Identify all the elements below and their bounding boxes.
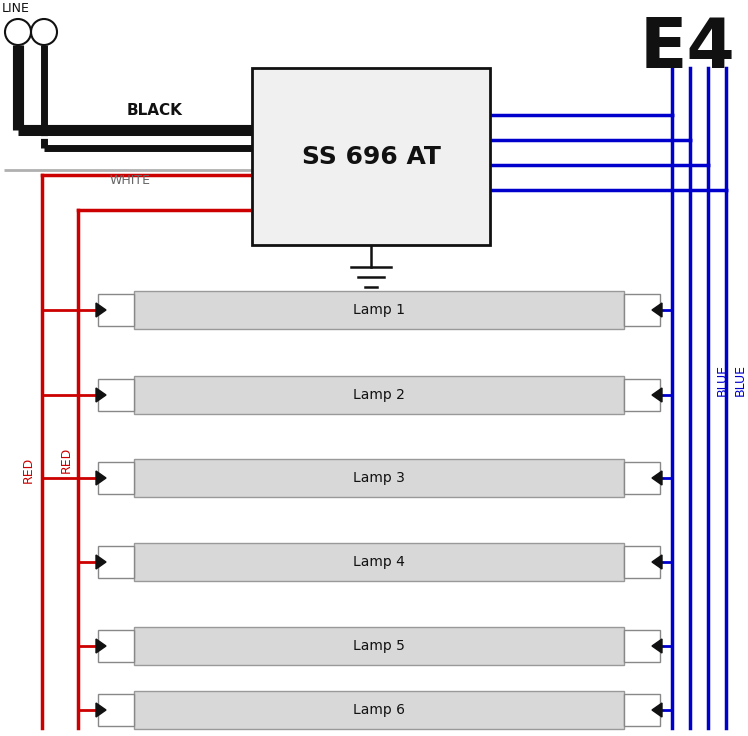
Text: Lamp 1: Lamp 1 [353, 303, 405, 317]
Polygon shape [96, 639, 106, 653]
Polygon shape [96, 388, 106, 402]
Bar [98, 546, 134, 578]
Bar [624, 294, 660, 326]
Bar [252, 68, 490, 245]
Bar [624, 462, 660, 494]
Polygon shape [652, 555, 662, 569]
Polygon shape [96, 555, 106, 569]
Polygon shape [652, 639, 662, 653]
Bar [98, 630, 134, 662]
Text: Lamp 6: Lamp 6 [353, 703, 405, 717]
Text: Lamp 2: Lamp 2 [353, 388, 405, 402]
Polygon shape [652, 388, 662, 402]
Polygon shape [652, 471, 662, 485]
Bar [134, 291, 624, 329]
Bar [98, 379, 134, 411]
Bar [134, 691, 624, 729]
Text: BLUE: BLUE [734, 364, 747, 396]
Bar [134, 376, 624, 414]
Text: RED: RED [60, 447, 73, 473]
Bar [98, 462, 134, 494]
Text: LINE: LINE [2, 2, 30, 15]
Bar [134, 543, 624, 581]
Bar [624, 546, 660, 578]
Text: E4: E4 [640, 15, 735, 82]
Text: SS 696 AT: SS 696 AT [301, 144, 441, 169]
Polygon shape [652, 303, 662, 317]
Polygon shape [96, 471, 106, 485]
Bar [98, 694, 134, 726]
Text: Lamp 5: Lamp 5 [353, 639, 405, 653]
Polygon shape [652, 703, 662, 717]
Text: RED: RED [22, 457, 34, 483]
Bar [134, 627, 624, 665]
Bar [624, 379, 660, 411]
Text: BLUE: BLUE [716, 364, 729, 396]
Text: BLACK: BLACK [127, 103, 183, 118]
Bar [624, 694, 660, 726]
Bar [624, 630, 660, 662]
Text: Lamp 3: Lamp 3 [353, 471, 405, 485]
Polygon shape [96, 703, 106, 717]
Text: Lamp 4: Lamp 4 [353, 555, 405, 569]
Polygon shape [96, 303, 106, 317]
Bar [98, 294, 134, 326]
Text: WHITE: WHITE [109, 174, 150, 187]
Bar [134, 459, 624, 497]
